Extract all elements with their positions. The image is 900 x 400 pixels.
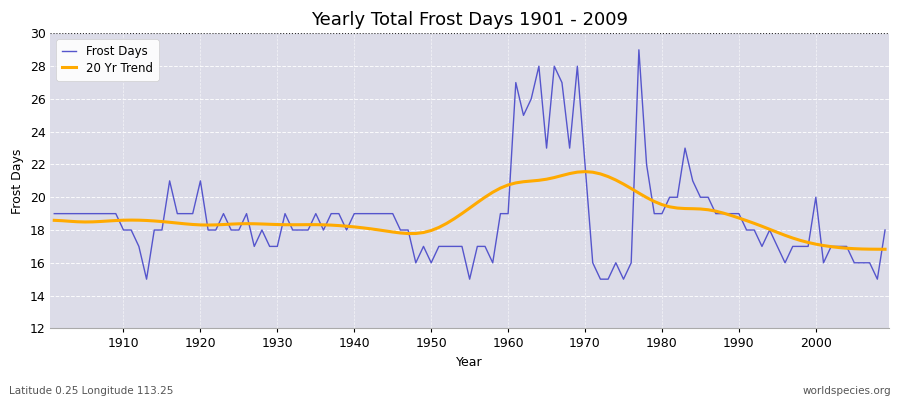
Frost Days	[111, 211, 122, 216]
20 Yr Trend	[580, 169, 590, 174]
Frost Days	[603, 277, 614, 282]
Title: Yearly Total Frost Days 1901 - 2009: Yearly Total Frost Days 1901 - 2009	[311, 11, 628, 29]
Legend: Frost Days, 20 Yr Trend: Frost Days, 20 Yr Trend	[57, 39, 158, 81]
Frost Days	[510, 80, 521, 85]
Frost Days	[334, 211, 345, 216]
20 Yr Trend	[603, 174, 614, 179]
20 Yr Trend	[503, 182, 514, 187]
Frost Days	[503, 211, 514, 216]
Frost Days	[879, 228, 890, 232]
Frost Days	[634, 48, 644, 52]
20 Yr Trend	[879, 247, 890, 252]
20 Yr Trend	[111, 218, 122, 223]
20 Yr Trend	[326, 223, 337, 228]
Y-axis label: Frost Days: Frost Days	[11, 148, 24, 214]
20 Yr Trend	[495, 186, 506, 190]
Text: Latitude 0.25 Longitude 113.25: Latitude 0.25 Longitude 113.25	[9, 386, 174, 396]
20 Yr Trend	[280, 222, 291, 227]
Frost Days	[141, 277, 152, 282]
Frost Days	[287, 228, 298, 232]
Text: worldspecies.org: worldspecies.org	[803, 386, 891, 396]
Line: 20 Yr Trend: 20 Yr Trend	[54, 172, 885, 249]
X-axis label: Year: Year	[456, 356, 483, 369]
Frost Days	[49, 211, 59, 216]
20 Yr Trend	[49, 218, 59, 223]
Line: Frost Days: Frost Days	[54, 50, 885, 279]
